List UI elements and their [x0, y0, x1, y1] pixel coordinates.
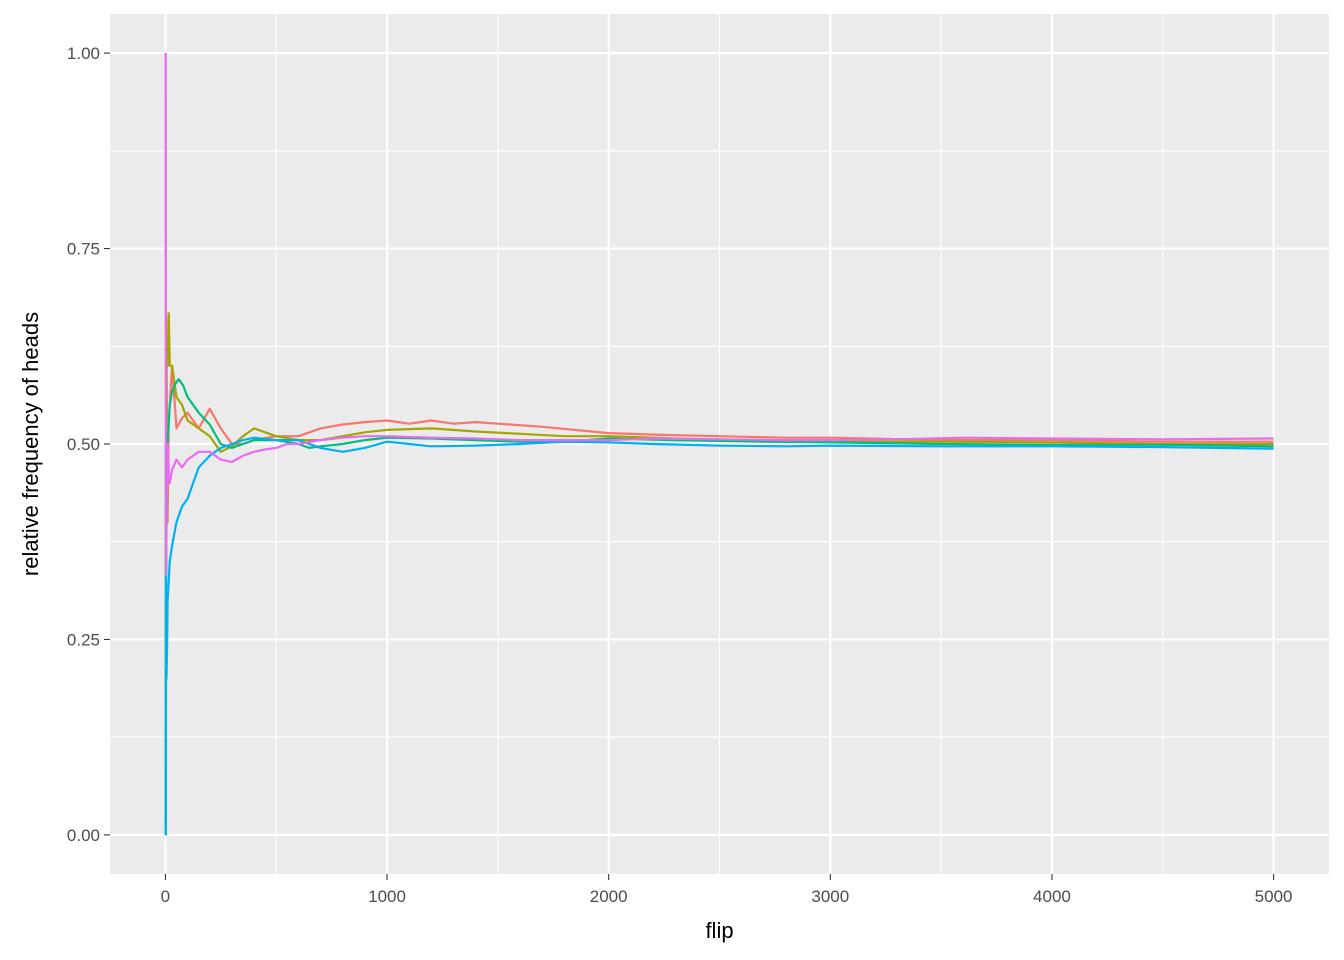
y-axis-title: relative frequency of heads	[18, 312, 43, 576]
series-lines	[164, 53, 1274, 836]
y-axis: 0.00 0.25 0.50 0.75 1.00	[67, 44, 110, 845]
x-tick-label: 5000	[1255, 887, 1293, 906]
series-line-5	[164, 53, 1274, 576]
x-tick-label: 1000	[368, 887, 406, 906]
x-tick-label: 0	[161, 887, 170, 906]
series-line-4	[164, 436, 1274, 836]
y-tick-label: 0.25	[67, 630, 100, 649]
y-tick-label: 0.00	[67, 826, 100, 845]
x-tick-label: 4000	[1033, 887, 1071, 906]
y-tick-label: 0.75	[67, 240, 100, 259]
x-tick-label: 2000	[590, 887, 628, 906]
x-tick-label: 3000	[811, 887, 849, 906]
x-axis-title: flip	[705, 918, 733, 943]
series-line-3	[164, 378, 1274, 835]
y-tick-label: 1.00	[67, 44, 100, 63]
y-tick-label: 0.50	[67, 435, 100, 454]
x-axis: 0 1000 2000 3000 4000 5000	[161, 874, 1293, 906]
